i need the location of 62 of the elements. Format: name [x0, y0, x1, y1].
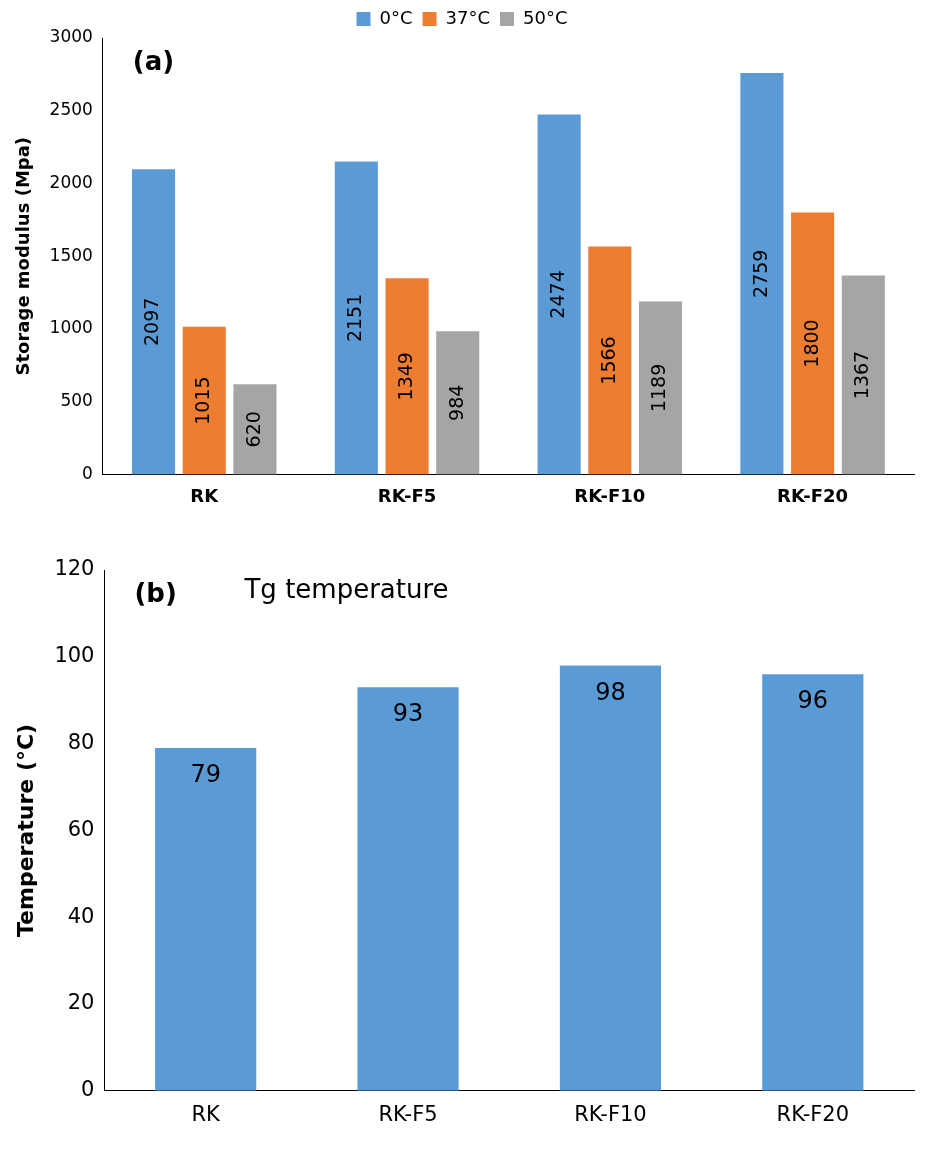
bar	[436, 331, 480, 475]
y-tick-label: 60	[67, 816, 95, 841]
data-label: 2097	[140, 297, 163, 347]
data-label: 96	[797, 686, 829, 715]
y-tick-label: 40	[67, 903, 95, 928]
bar	[233, 384, 277, 475]
x-tick-label: RK-F5	[378, 1101, 438, 1126]
y-tick-label: 500	[60, 390, 93, 411]
y-axis-title: Temperature (°C)	[12, 723, 38, 937]
y-tick-label: 2000	[49, 171, 93, 192]
annotation: (a)	[132, 45, 175, 76]
data-label: 620	[241, 411, 264, 448]
x-tick-label: RK-F10	[574, 484, 646, 506]
bar	[740, 73, 784, 475]
bar	[155, 747, 257, 1091]
bar	[559, 665, 662, 1091]
legend-label: 50°C	[523, 6, 568, 28]
y-tick-label: 0	[82, 462, 93, 483]
data-label: 1189	[647, 363, 670, 413]
bar	[537, 114, 581, 475]
x-tick-label: RK-F10	[574, 1101, 647, 1126]
y-tick-label: 120	[54, 556, 95, 581]
bar	[588, 246, 632, 475]
y-axis-title: Storage modulus (Mpa)	[12, 136, 34, 376]
y-tick-label: 1500	[49, 244, 93, 265]
x-tick-label: RK	[191, 1101, 222, 1126]
data-label: 2151	[343, 293, 366, 343]
bar	[638, 301, 683, 475]
y-tick-label: 100	[54, 643, 95, 668]
bar	[841, 275, 885, 475]
x-tick-label: RK-F20	[777, 484, 849, 506]
bar	[132, 169, 176, 475]
bar	[791, 212, 835, 475]
bar	[334, 161, 378, 475]
bar	[385, 278, 429, 475]
x-tick-label: RK	[190, 484, 220, 506]
data-label: 2474	[546, 270, 569, 319]
y-tick-label: 0	[81, 1077, 95, 1102]
y-tick-label: 1000	[49, 317, 93, 338]
bar	[357, 687, 459, 1091]
y-tick-label: 80	[67, 730, 95, 755]
y-tick-label: 2500	[49, 99, 93, 120]
annotation: (b)	[134, 577, 177, 608]
y-tick-label: 20	[67, 990, 95, 1015]
data-label: 1800	[799, 319, 822, 368]
data-label: 2759	[748, 249, 771, 298]
bar	[182, 326, 226, 475]
y-tick-label: 3000	[49, 26, 93, 47]
data-label: 984	[444, 384, 467, 421]
data-label: 1015	[191, 376, 214, 425]
legend-label: 37°C	[445, 6, 491, 28]
data-label: 98	[595, 677, 626, 706]
bar	[762, 674, 864, 1091]
data-label: 79	[190, 760, 221, 789]
chart-title: Tg temperature	[243, 573, 449, 604]
data-label: 93	[392, 699, 424, 728]
data-label: 1349	[393, 352, 416, 401]
data-label: 1367	[850, 350, 873, 400]
data-label: 1566	[596, 336, 619, 385]
x-tick-label: RK-F5	[377, 484, 437, 506]
legend-label: 0°C	[379, 6, 413, 28]
x-tick-label: RK-F20	[776, 1101, 850, 1126]
